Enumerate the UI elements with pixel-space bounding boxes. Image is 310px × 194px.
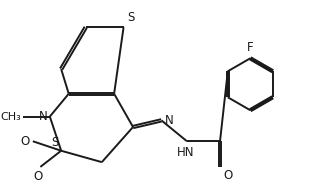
Text: CH₃: CH₃ bbox=[1, 112, 21, 122]
Text: N: N bbox=[165, 114, 174, 127]
Text: S: S bbox=[52, 136, 59, 149]
Text: HN: HN bbox=[177, 146, 195, 159]
Text: N: N bbox=[39, 110, 48, 123]
Text: O: O bbox=[224, 169, 232, 182]
Text: O: O bbox=[34, 170, 43, 183]
Text: S: S bbox=[127, 11, 134, 24]
Text: F: F bbox=[247, 41, 254, 54]
Text: O: O bbox=[20, 135, 29, 148]
